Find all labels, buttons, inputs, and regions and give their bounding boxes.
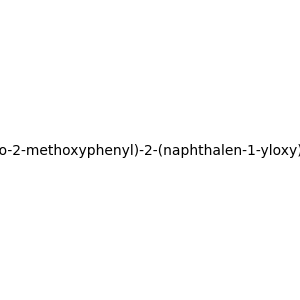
Text: N-(5-chloro-2-methoxyphenyl)-2-(naphthalen-1-yloxy)acetamide: N-(5-chloro-2-methoxyphenyl)-2-(naphthal… bbox=[0, 145, 300, 158]
